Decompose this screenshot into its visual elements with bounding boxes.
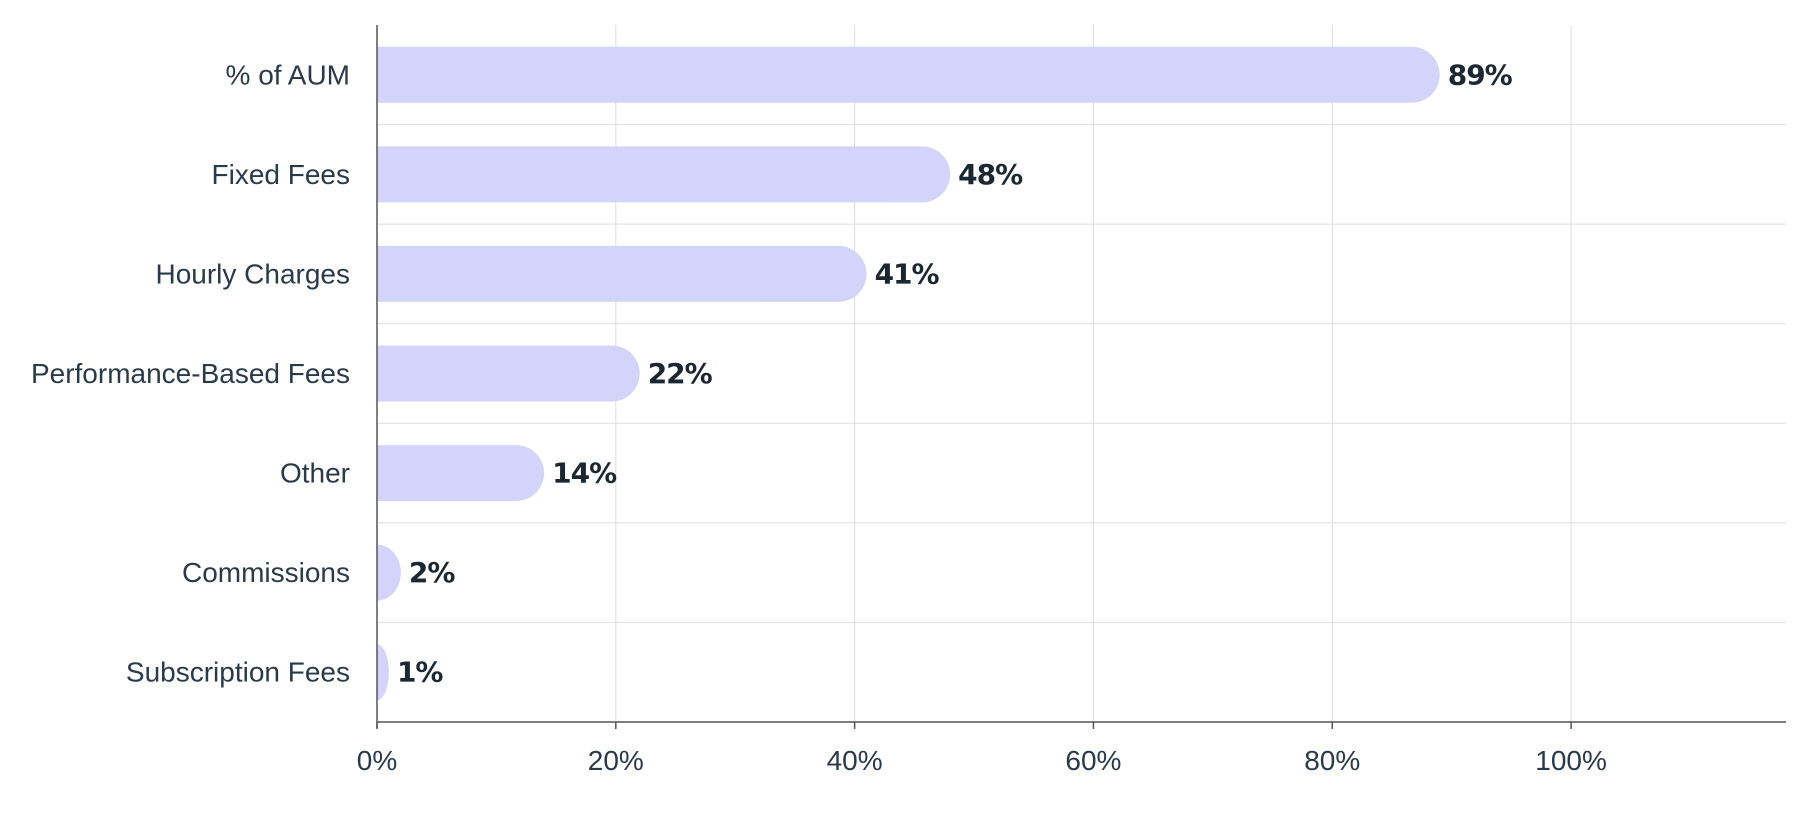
labels-layer: % of AUM 89% Fixed Fees 48% Hourly Charges 41… xyxy=(31,58,1607,776)
x-tick-label-0: 0% xyxy=(357,745,397,776)
value-label-2: 41% xyxy=(875,257,940,290)
bar-5 xyxy=(377,544,401,601)
category-label-1: Fixed Fees xyxy=(212,159,351,190)
category-label-4: Other xyxy=(280,458,350,489)
category-label-6: Subscription Fees xyxy=(126,657,350,688)
value-label-1: 48% xyxy=(958,158,1023,191)
x-tick-label-40: 40% xyxy=(827,745,883,776)
bars-layer xyxy=(377,46,1440,701)
category-label-2: Hourly Charges xyxy=(155,258,350,289)
bar-2 xyxy=(377,245,867,302)
category-label-0: % of AUM xyxy=(226,59,350,90)
bar-4 xyxy=(377,445,545,502)
value-label-5: 2% xyxy=(409,556,455,589)
x-tick-label-60: 60% xyxy=(1065,745,1121,776)
bar-3 xyxy=(377,345,640,402)
x-tick-label-100: 100% xyxy=(1535,745,1607,776)
value-label-0: 89% xyxy=(1448,58,1513,91)
axis-layer xyxy=(376,25,1786,729)
bar-1 xyxy=(377,146,951,203)
category-label-3: Performance-Based Fees xyxy=(31,358,350,389)
category-label-5: Commissions xyxy=(182,557,350,588)
bar-6 xyxy=(377,644,389,701)
x-tick-label-20: 20% xyxy=(588,745,644,776)
x-tick-label-80: 80% xyxy=(1304,745,1360,776)
value-label-3: 22% xyxy=(648,357,713,390)
bar-0 xyxy=(377,46,1440,103)
value-label-6: 1% xyxy=(397,656,443,689)
value-label-4: 14% xyxy=(552,457,617,490)
grid-layer xyxy=(377,25,1786,722)
